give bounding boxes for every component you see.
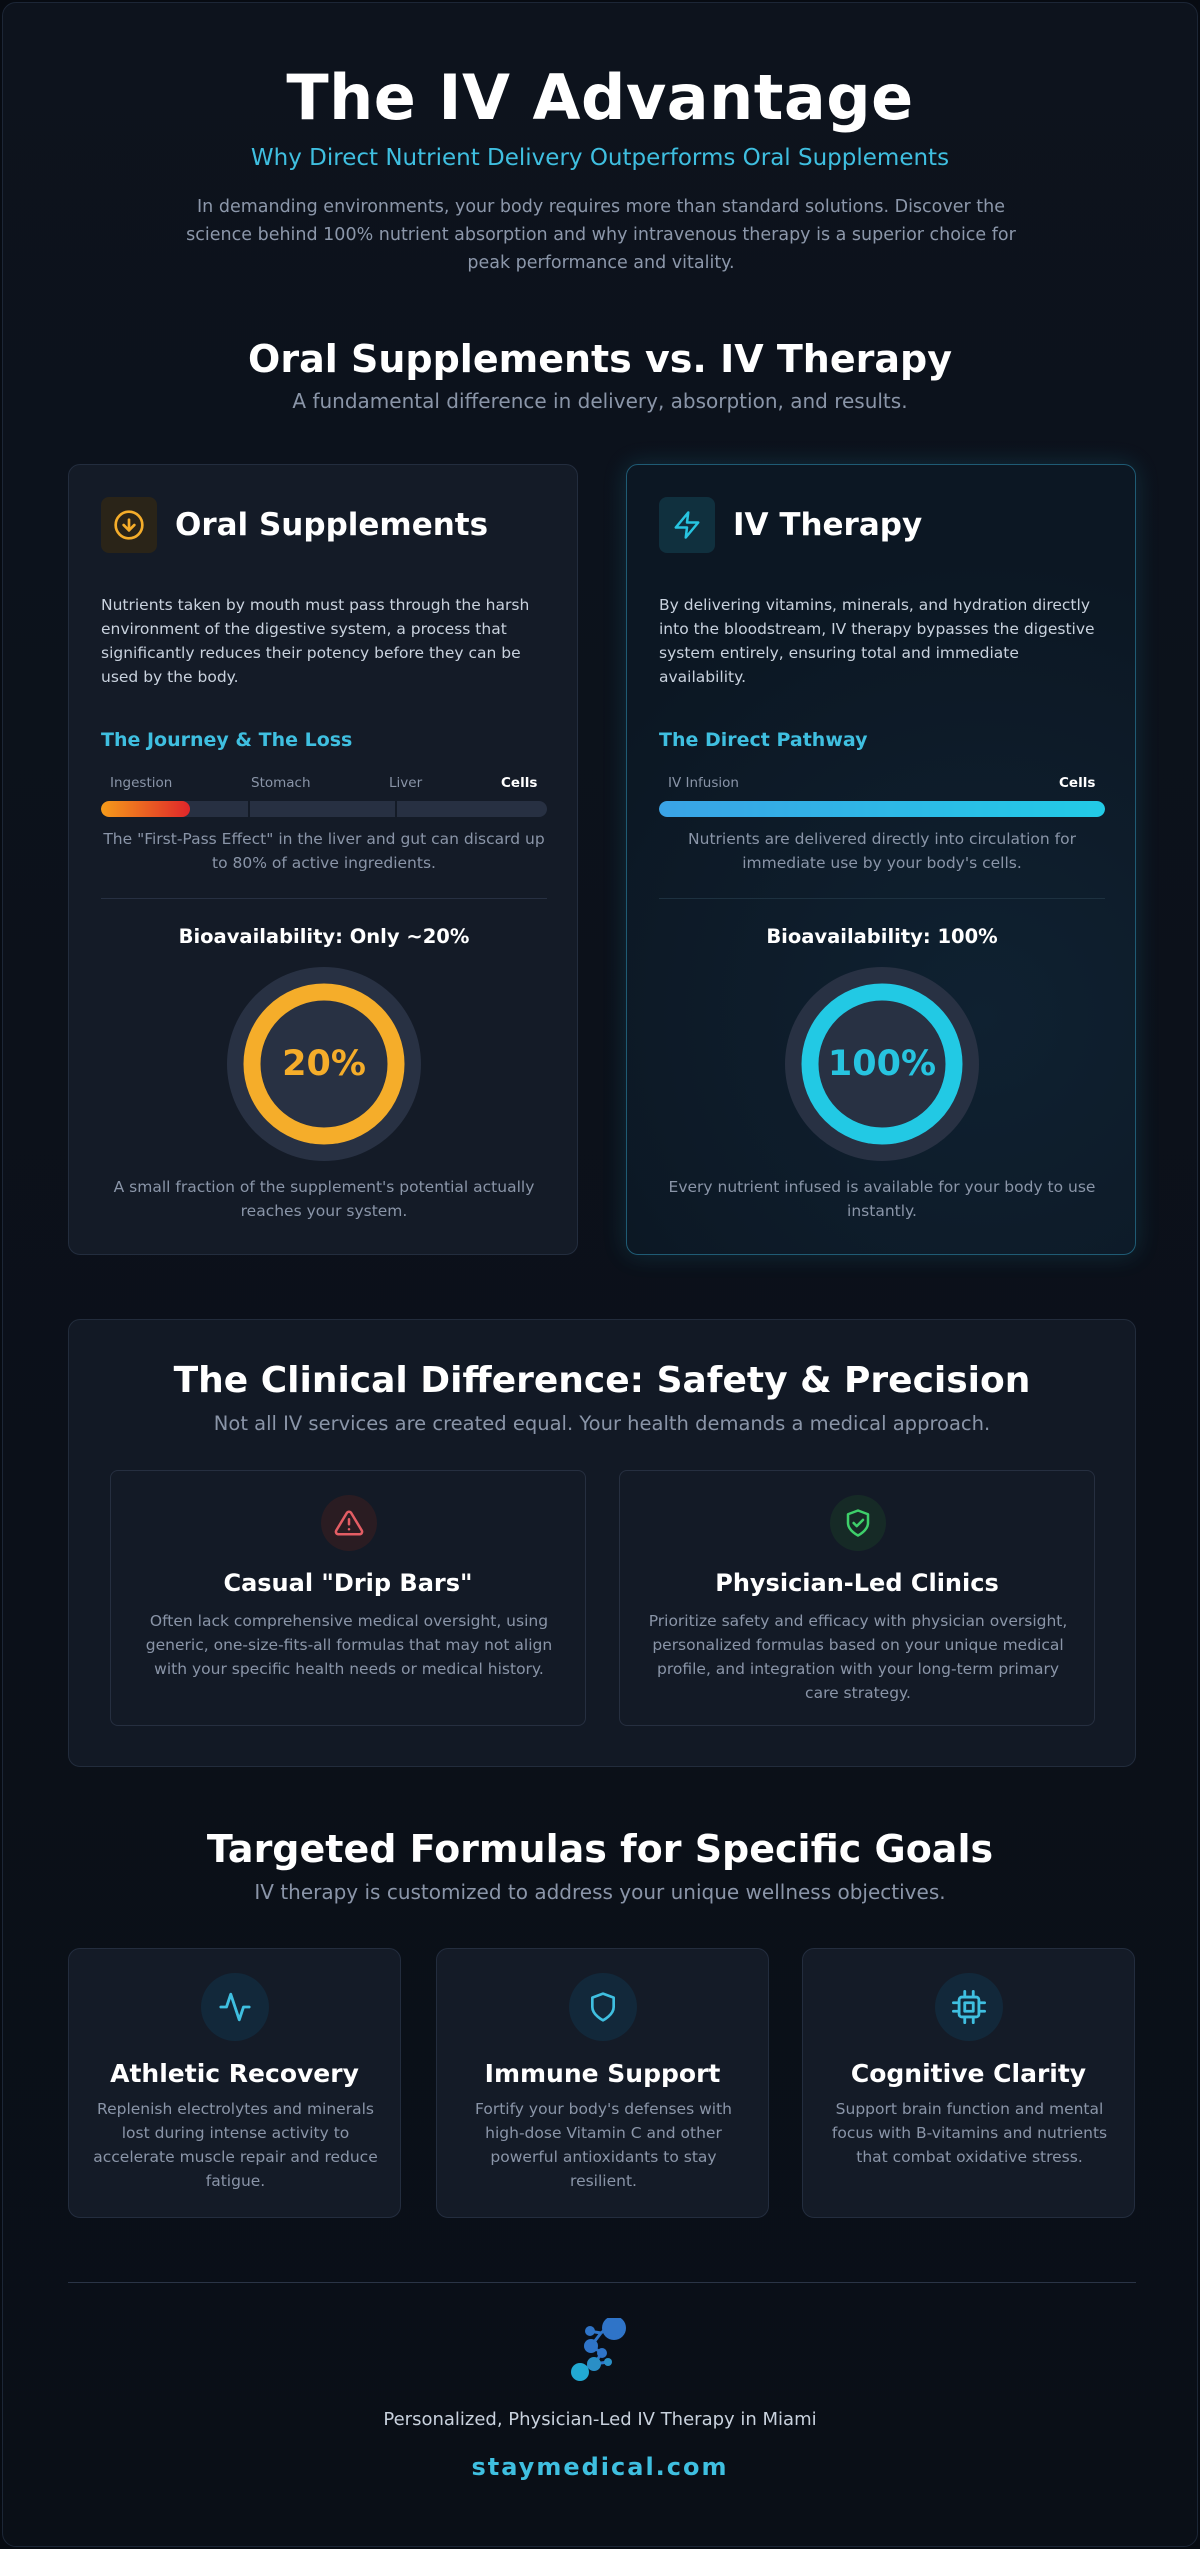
oral-pathway-fill <box>101 801 191 817</box>
athletic-recovery-title: Athletic Recovery <box>110 2059 359 2088</box>
physician-led-description: Prioritize safety and efficacy with phys… <box>648 1612 1068 1702</box>
cognitive-clarity-title: Cognitive Clarity <box>850 2059 1087 2088</box>
stage-cells-label: Cells <box>501 775 538 791</box>
iv-bioavailability-value: 100% <box>827 1044 937 1084</box>
iv-pathway-fill <box>659 801 1105 817</box>
iv-ring-note: Every nutrient infused is available for … <box>668 1178 1096 1220</box>
stage-ingestion-label: Ingestion <box>110 775 173 791</box>
oral-card-body: Nutrients taken by mouth must pass throu… <box>101 596 530 686</box>
stage-iv-infusion-label: IV Infusion <box>668 775 739 791</box>
heartbeat-icon <box>201 1973 269 2041</box>
iv-pathway-bar <box>659 801 1105 817</box>
immune-support-description: Fortify your body's defenses with high-d… <box>475 2100 732 2190</box>
formulas-subtitle: IV therapy is customized to address your… <box>254 1880 946 1904</box>
athletic-recovery-description: Replenish electrolytes and minerals lost… <box>93 2100 378 2190</box>
lightning-icon <box>659 497 715 553</box>
iv-therapy-card: IV Therapy By delivering vitamins, miner… <box>626 464 1136 1255</box>
pathway-separator <box>395 801 397 817</box>
oral-ring-note: A small fraction of the supplement's pot… <box>113 1178 535 1220</box>
stage-liver-label: Liver <box>389 775 423 791</box>
iv-pathway-title: The Direct Pathway <box>659 729 868 751</box>
immune-support-card: Immune Support Fortify your body's defen… <box>436 1948 769 2218</box>
cognitive-clarity-description: Support brain function and mental focus … <box>831 2100 1108 2166</box>
clinical-subtitle: Not all IV services are created equal. Y… <box>213 1412 991 1435</box>
oral-card-title: Oral Supplements <box>175 507 489 543</box>
oral-bioavailability-label: Bioavailability: Only ~20% <box>178 925 470 948</box>
page-title: The IV Advantage <box>286 61 914 134</box>
cognitive-clarity-card: Cognitive Clarity Support brain function… <box>802 1948 1135 2218</box>
oral-pathway-note: The "First-Pass Effect" in the liver and… <box>103 830 545 872</box>
oral-pathway-bar <box>101 801 547 817</box>
shield-icon <box>569 1973 637 2041</box>
footer-website-link[interactable]: staymedical.com <box>471 2453 729 2481</box>
immune-support-title: Immune Support <box>484 2059 721 2088</box>
card-divider <box>659 898 1105 899</box>
drip-bars-card: Casual "Drip Bars" Often lack comprehens… <box>110 1470 586 1726</box>
iv-pathway-note: Nutrients are delivered directly into ci… <box>688 830 1076 872</box>
iv-card-title: IV Therapy <box>733 507 923 543</box>
iv-card-header: IV Therapy <box>659 497 922 553</box>
iv-bioavailability-label: Bioavailability: 100% <box>766 925 998 948</box>
physician-led-title: Physician-Led Clinics <box>715 1569 999 1597</box>
physician-led-card: Physician-Led Clinics Prioritize safety … <box>619 1470 1095 1726</box>
card-divider <box>101 898 547 899</box>
arrow-down-circle-icon <box>101 497 157 553</box>
pathway-separator <box>248 801 250 817</box>
cpu-chip-icon <box>935 1973 1003 2041</box>
iv-bioavailability-ring: 100% <box>785 967 979 1161</box>
athletic-recovery-card: Athletic Recovery Replenish electrolytes… <box>68 1948 401 2218</box>
iv-card-body: By delivering vitamins, minerals, and hy… <box>659 596 1095 686</box>
oral-bioavailability-ring: 20% <box>227 967 421 1161</box>
stage-cells-label: Cells <box>1059 775 1096 791</box>
oral-supplements-card: Oral Supplements Nutrients taken by mout… <box>68 464 578 1255</box>
comparison-title: Oral Supplements vs. IV Therapy <box>248 337 952 381</box>
warning-triangle-icon <box>321 1495 377 1551</box>
footer-divider <box>68 2282 1136 2283</box>
footer-tagline: Personalized, Physician-Led IV Therapy i… <box>383 2409 817 2430</box>
shield-check-icon <box>830 1495 886 1551</box>
clinical-title: The Clinical Difference: Safety & Precis… <box>173 1360 1031 1401</box>
page-subtitle: Why Direct Nutrient Delivery Outperforms… <box>250 145 950 171</box>
drip-bars-description: Often lack comprehensive medical oversig… <box>145 1612 553 1678</box>
oral-card-header: Oral Supplements <box>101 497 488 553</box>
comparison-subtitle: A fundamental difference in delivery, ab… <box>292 389 908 413</box>
clinical-difference-section: The Clinical Difference: Safety & Precis… <box>68 1319 1136 1767</box>
drip-bars-title: Casual "Drip Bars" <box>223 1569 473 1597</box>
oral-pathway-title: The Journey & The Loss <box>101 729 353 751</box>
molecule-logo-icon <box>571 2316 635 2394</box>
page-description: In demanding environments, your body req… <box>186 197 1016 273</box>
stage-stomach-label: Stomach <box>251 775 311 791</box>
formulas-title: Targeted Formulas for Specific Goals <box>206 1827 994 1871</box>
oral-bioavailability-value: 20% <box>282 1044 366 1084</box>
